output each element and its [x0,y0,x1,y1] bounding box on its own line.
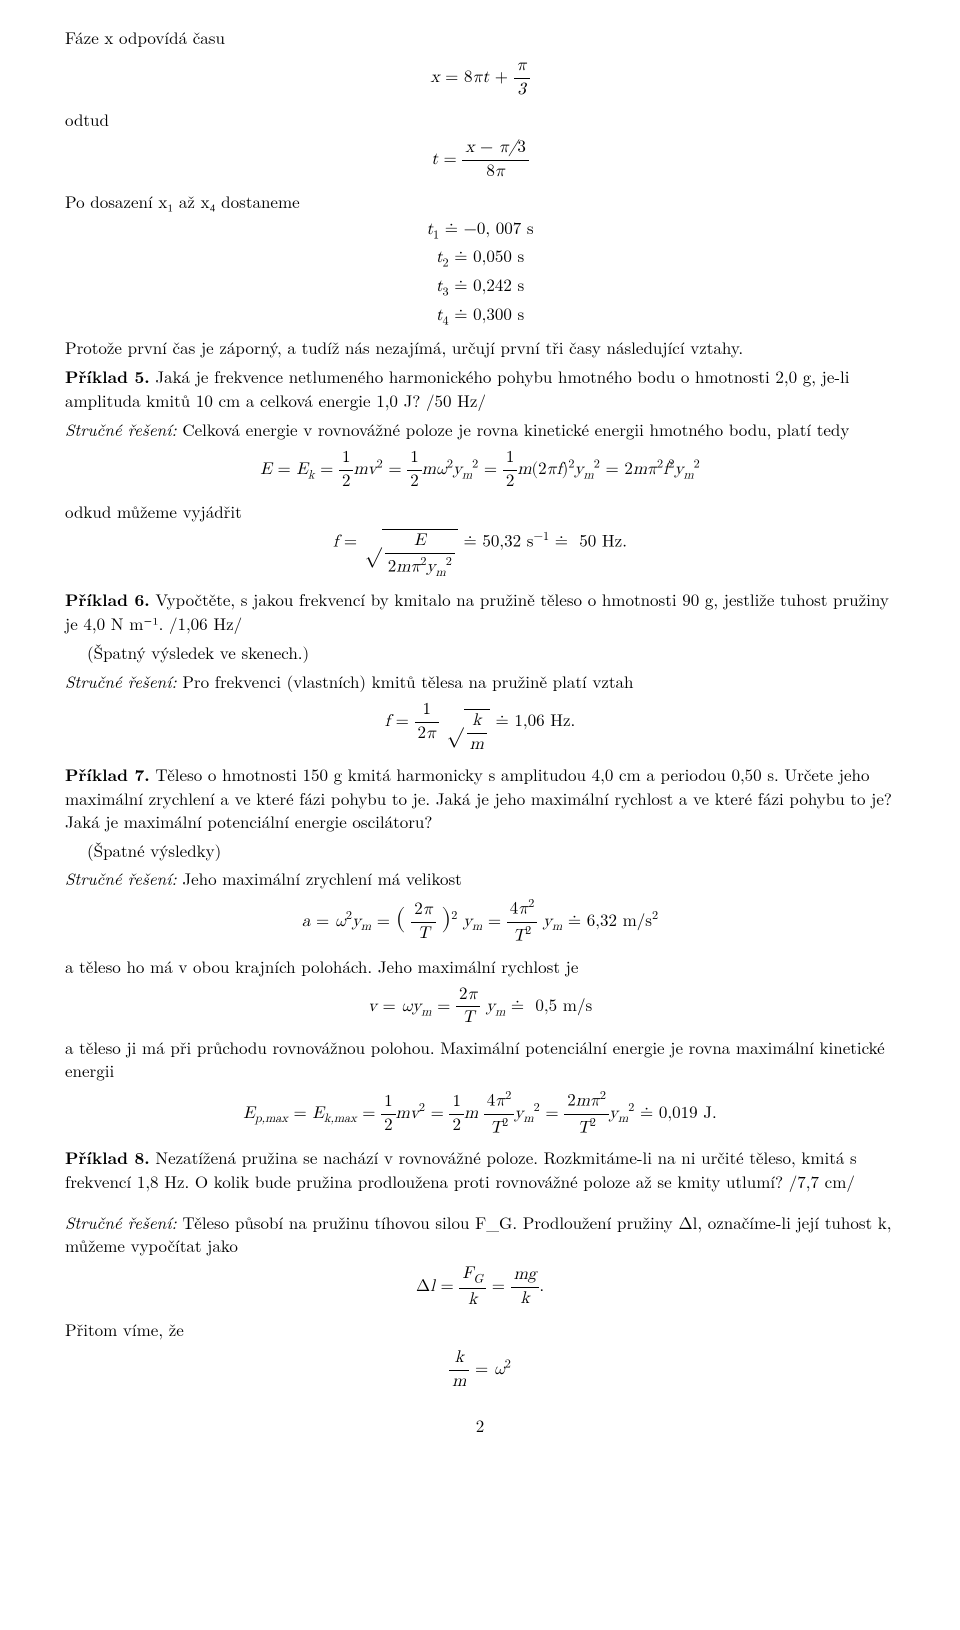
sol-text-7: Jeho maximální zrychlení má velikost [177,866,462,890]
eq-E: E = Ek = 12mv2 = 12mω2ym2 = 12m(2πf)2ym2… [65,447,895,494]
page-number: 2 [65,1414,895,1437]
hence-line: odtud [65,108,895,131]
priklad-5: Příklad 5. Jaká je frekvence netlumeného… [65,365,895,412]
line-after-a: a těleso ho má v obou krajních polohách.… [65,955,895,978]
sol-text-5: Celková energie v rovnovážné poloze je r… [177,417,850,441]
eq-km: km = ω2 [65,1347,895,1394]
priklad-6-text: Vypočtěte, s jakou frekvencí by kmitalo … [65,587,889,635]
first-time-neg: Protože první čas je záporný, a tudíž ná… [65,336,895,359]
priklad-7-label: Příklad 7. [65,763,150,787]
t3: t3 ≐ 0,242 s [65,276,895,301]
t1: t1 ≐ −0, 007 s [65,219,895,244]
priklad-6-note: (Špatný výsledek ve skenech.) [87,641,895,664]
t2: t2 ≐ 0,050 s [65,247,895,272]
eq-Epmax: Ep,max = Ek,max = 12mv2 = 12m 4π2T2ym2 =… [65,1088,895,1140]
priklad-7-note: (Špatné výsledky) [87,839,895,862]
priklad-6-solution: Stručné řešení: Pro frekvenci (vlastních… [65,670,895,693]
priklad-7-solution: Stručné řešení: Jeho maximální zrychlení… [65,867,895,890]
priklad-5-solution: Stručné řešení: Celková energie v rovnov… [65,418,895,441]
priklad-8: Příklad 8. Nezatížená pružina se nachází… [65,1146,895,1193]
priklad-6: Příklad 6. Vypočtěte, s jakou frekvencí … [65,588,895,635]
sol-label-6: Stručné řešení: [65,669,177,693]
eq-a: a = ω2ym = ( 2πT )2 ym = 4π2T2 ym ≐ 6,32… [65,896,895,948]
phase-line: Fáze x odpovídá času [65,26,895,49]
eq-phase: x = 8πt + π3 [65,55,895,102]
eq-f6: f = 12π km ≐ 1,06 Hz. [65,699,895,757]
sol-text-6: Pro frekvenci (vlastních) kmitů tělesa n… [177,669,634,693]
whence-line: odkud můžeme vyjádřit [65,500,895,523]
sol-label-8: Stručné řešení: [65,1210,177,1234]
priklad-7-text: Těleso o hmotnosti 150 g kmitá harmonick… [65,762,892,833]
eq-f: f = E2mπ2ym2 ≐ 50,32 s−1 ≐ 50 Hz. [65,529,895,582]
priklad-7: Příklad 7. Těleso o hmotnosti 150 g kmit… [65,763,895,833]
priklad-6-label: Příklad 6. [65,588,150,612]
priklad-5-text: Jaká je frekvence netlumeného harmonické… [65,364,850,412]
sol-text-8: Těleso působí na pružinu tíhovou silou F… [65,1210,892,1257]
eq-t: t = x − π/38π [65,137,895,184]
sol-label-5: Stručné řešení: [65,417,177,441]
eq-dl: Δl = FGk = mgk. [65,1263,895,1312]
priklad-5-label: Příklad 5. [65,365,150,389]
substitute-line: Po dosazení x₁ až x₄ dostaneme [65,190,895,213]
priklad-8-solution: Stručné řešení: Těleso působí na pružinu… [65,1211,895,1257]
line-after-v: a těleso ji má při průchodu rovnovážnou … [65,1036,895,1082]
priklad-8-label: Příklad 8. [65,1146,150,1170]
sol-label-7: Stručné řešení: [65,866,177,890]
pritom-vime: Přitom víme, že [65,1318,895,1341]
priklad-8-text: Nezatížená pružina se nachází v rovnováž… [65,1145,857,1193]
t4: t4 ≐ 0,300 s [65,305,895,330]
eq-v: v = ωym = 2πT ym ≐ 0,5 m/s [65,984,895,1031]
